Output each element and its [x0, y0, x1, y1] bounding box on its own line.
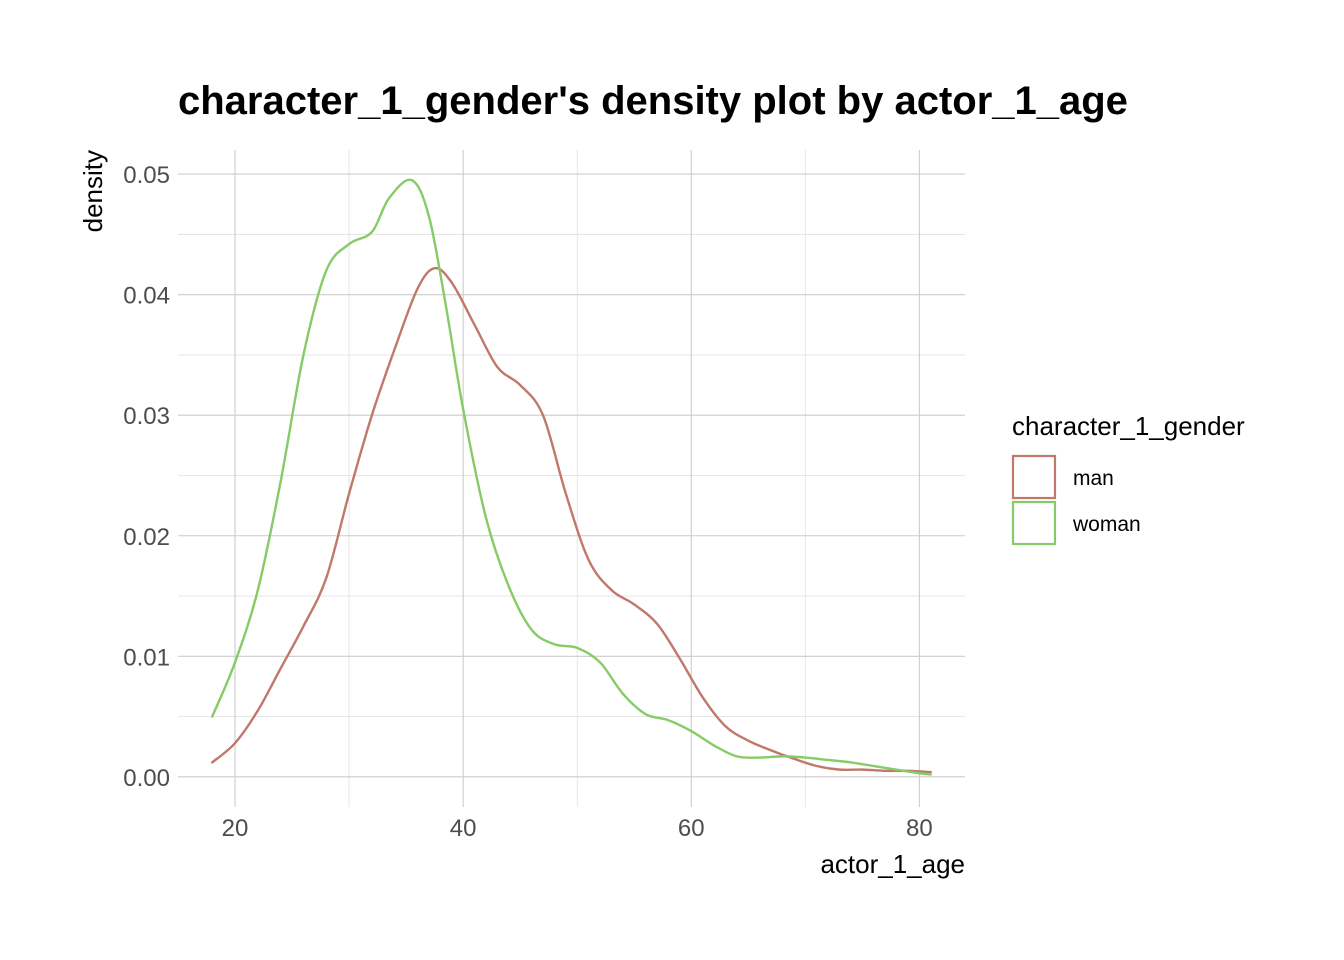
- x-axis-title: actor_1_age: [820, 849, 965, 879]
- series-lines: [211, 178, 932, 776]
- y-axis-ticks: 0.00 0.01 0.02 0.03 0.04 0.05: [123, 162, 170, 792]
- legend: character_1_gender man woman: [1011, 411, 1245, 546]
- series-line-man: [211, 266, 932, 774]
- legend-key-woman: [1011, 500, 1057, 546]
- y-tick-label: 0.00: [123, 765, 170, 792]
- y-tick-label: 0.05: [123, 162, 170, 189]
- y-tick-label: 0.03: [123, 403, 170, 430]
- x-axis-ticks: 20 40 60 80: [222, 815, 933, 842]
- x-tick-label: 40: [450, 815, 477, 842]
- legend-label-man: man: [1073, 467, 1114, 490]
- legend-key-man: [1011, 454, 1057, 500]
- legend-title: character_1_gender: [1012, 411, 1245, 441]
- x-tick-label: 20: [222, 815, 249, 842]
- y-tick-label: 0.04: [123, 283, 170, 310]
- major-gridlines: [178, 150, 965, 807]
- y-tick-label: 0.01: [123, 644, 170, 671]
- x-tick-label: 60: [678, 815, 705, 842]
- chart-title: character_1_gender's density plot by act…: [178, 79, 1128, 123]
- y-axis-title: density: [78, 150, 108, 232]
- x-tick-label: 80: [906, 815, 933, 842]
- y-tick-label: 0.02: [123, 524, 170, 551]
- minor-gridlines: [178, 150, 965, 807]
- legend-label-woman: woman: [1072, 513, 1141, 536]
- series-line-woman: [211, 178, 932, 776]
